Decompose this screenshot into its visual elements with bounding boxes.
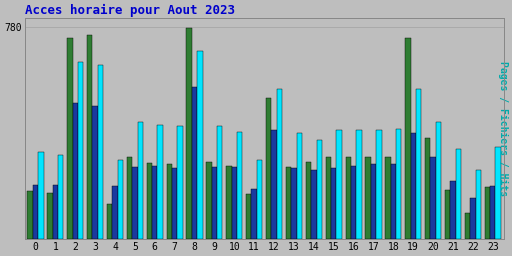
Bar — [231, 167, 237, 239]
Bar — [376, 130, 381, 239]
Bar — [93, 106, 98, 239]
Bar — [416, 89, 421, 239]
Bar — [306, 162, 311, 239]
Bar — [470, 198, 476, 239]
Bar — [38, 152, 44, 239]
Bar — [326, 157, 331, 239]
Bar — [411, 133, 416, 239]
Bar — [107, 204, 112, 239]
Bar — [316, 140, 322, 239]
Bar — [58, 155, 63, 239]
Bar — [98, 65, 103, 239]
Text: Acces horaire pour Aout 2023: Acces horaire pour Aout 2023 — [25, 4, 234, 17]
Bar — [158, 125, 163, 239]
Bar — [246, 194, 251, 239]
Bar — [291, 168, 296, 239]
Bar — [166, 164, 172, 239]
Bar — [251, 189, 257, 239]
Bar — [33, 185, 38, 239]
Bar — [192, 87, 197, 239]
Bar — [431, 157, 436, 239]
Bar — [118, 160, 123, 239]
Bar — [67, 38, 73, 239]
Bar — [465, 213, 470, 239]
Bar — [405, 38, 411, 239]
Bar — [476, 170, 481, 239]
Bar — [78, 62, 83, 239]
Bar — [391, 164, 396, 239]
Bar — [331, 168, 336, 239]
Bar — [28, 191, 33, 239]
Bar — [425, 138, 431, 239]
Bar — [197, 51, 203, 239]
Bar — [366, 157, 371, 239]
Bar — [53, 185, 58, 239]
Bar — [172, 168, 177, 239]
Bar — [217, 126, 223, 239]
Bar — [445, 190, 450, 239]
Bar — [152, 166, 158, 239]
Y-axis label: Pages / Fichiers / Hits: Pages / Fichiers / Hits — [498, 61, 508, 196]
Bar — [386, 157, 391, 239]
Bar — [47, 193, 53, 239]
Bar — [496, 147, 501, 239]
Bar — [226, 166, 231, 239]
Bar — [147, 163, 152, 239]
Bar — [346, 157, 351, 239]
Bar — [286, 167, 291, 239]
Bar — [436, 122, 441, 239]
Bar — [351, 166, 356, 239]
Bar — [296, 133, 302, 239]
Bar — [456, 149, 461, 239]
Bar — [356, 130, 361, 239]
Bar — [266, 98, 271, 239]
Bar — [450, 180, 456, 239]
Bar — [127, 157, 132, 239]
Bar — [371, 164, 376, 239]
Bar — [485, 187, 490, 239]
Bar — [277, 89, 282, 239]
Bar — [112, 186, 118, 239]
Bar — [206, 162, 212, 239]
Bar — [212, 167, 217, 239]
Bar — [396, 129, 401, 239]
Bar — [490, 186, 496, 239]
Bar — [336, 130, 342, 239]
Bar — [73, 103, 78, 239]
Bar — [271, 130, 277, 239]
Bar — [87, 35, 93, 239]
Bar — [132, 167, 138, 239]
Bar — [138, 122, 143, 239]
Bar — [311, 170, 316, 239]
Bar — [257, 160, 262, 239]
Bar — [177, 126, 183, 239]
Bar — [186, 28, 192, 239]
Bar — [237, 132, 242, 239]
